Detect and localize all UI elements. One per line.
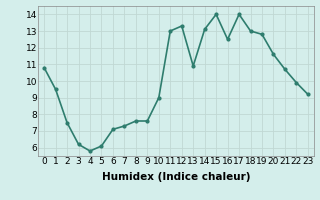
X-axis label: Humidex (Indice chaleur): Humidex (Indice chaleur): [102, 172, 250, 182]
